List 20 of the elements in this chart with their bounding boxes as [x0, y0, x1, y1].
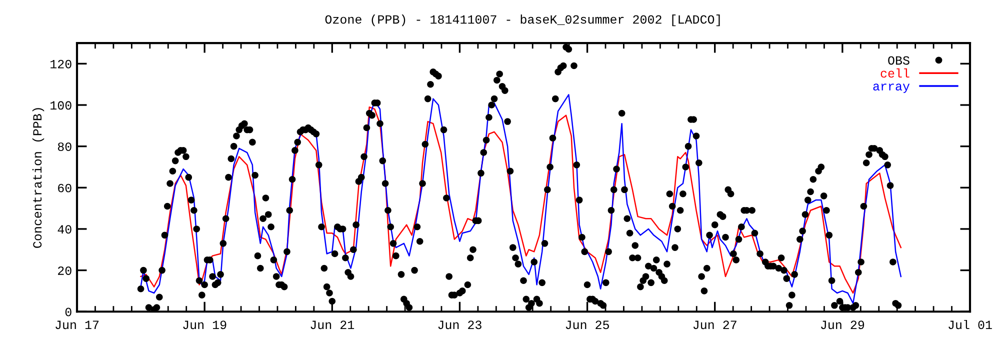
- y-tick-label: 20: [58, 266, 72, 275]
- y-tick-label: 120: [50, 60, 72, 68]
- y-tick-label: 80: [58, 142, 72, 151]
- y-tick-label: 60: [58, 184, 72, 192]
- x-tick-label: Jun 19: [183, 320, 226, 330]
- legend-label: array: [873, 84, 910, 93]
- y-tick-label: 100: [50, 101, 72, 110]
- legend-label: OBS: [888, 56, 910, 65]
- x-tick-label: Jul 01: [948, 320, 992, 330]
- y-tick-label: 40: [58, 225, 72, 234]
- x-tick-label: Jun 17: [56, 320, 99, 330]
- y-axis-title: Concentration (PPB): [32, 108, 44, 248]
- x-tick-label: Jun 29: [820, 320, 864, 330]
- x-tick-label: Jun 27: [693, 320, 736, 330]
- y-tick-label: 0: [65, 308, 72, 316]
- legend-label: cell: [880, 68, 910, 78]
- x-tick-label: Jun 21: [310, 320, 354, 330]
- chart-title: Ozone (PPB) - 181411007 - baseK_02summer 2002 [LADCO]: [325, 14, 720, 26]
- x-tick-label: Jun 25: [566, 320, 609, 330]
- x-tick-label: Jun 23: [438, 320, 482, 330]
